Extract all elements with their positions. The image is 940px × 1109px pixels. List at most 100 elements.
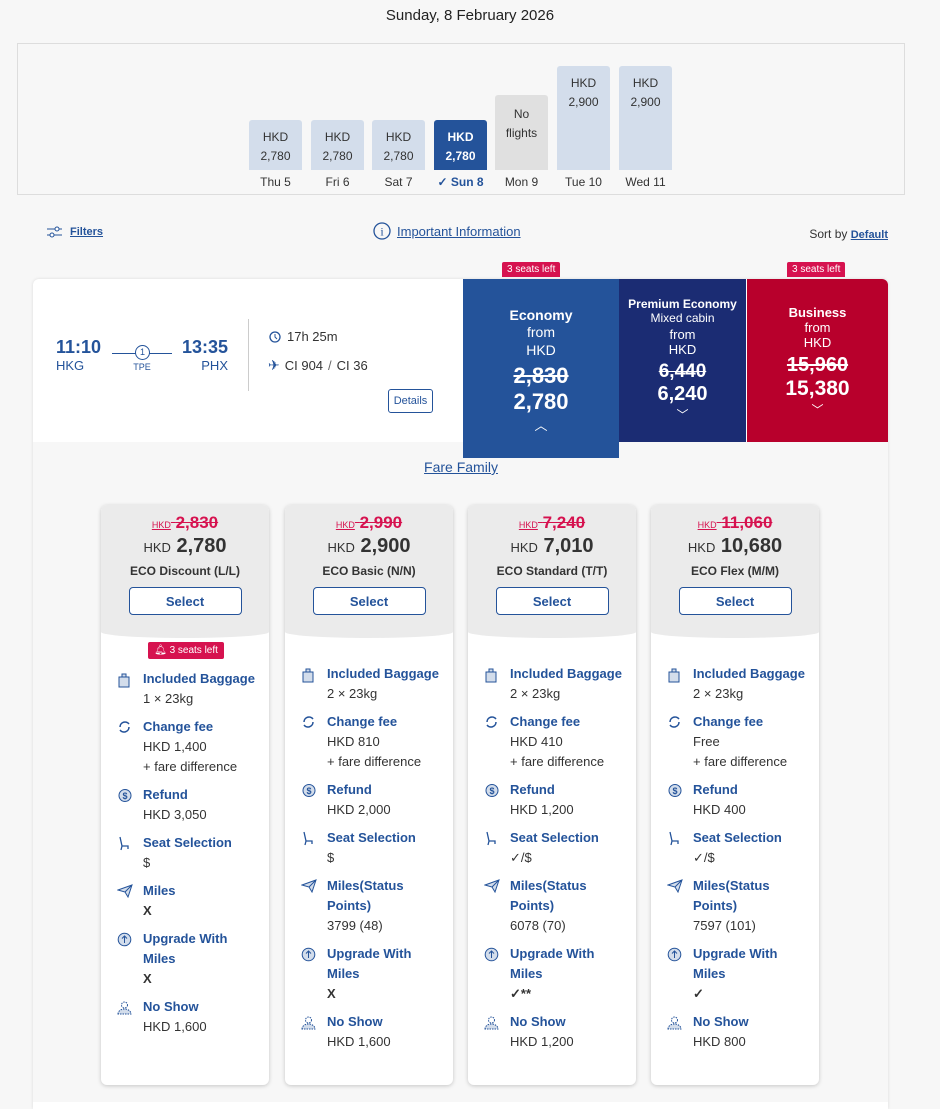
calendar-currency: HKD xyxy=(447,130,474,144)
calendar-day-label[interactable]: Sat 7 xyxy=(372,175,425,189)
departure-time: 11:10 xyxy=(56,337,102,357)
fare-row-title: Change fee xyxy=(327,714,398,729)
arrival-time: 13:35 xyxy=(181,337,228,357)
fare-row-title: Upgrade With Miles xyxy=(327,946,412,981)
seats-left-badge: 🔔︎ 3 seats left xyxy=(148,642,224,659)
fare-row-value: 2 × 23kg xyxy=(693,686,744,701)
filters-button[interactable]: Filters xyxy=(47,226,103,238)
cabin-currency: HKD xyxy=(668,342,697,357)
fare-old-price: HKD 2,990 xyxy=(335,513,403,532)
fare-row: Change fee HKD 810 + fare difference xyxy=(301,712,439,772)
cabin-economy[interactable]: Economy from HKD 2,830 2,780 ︿ xyxy=(463,279,619,458)
calendar-day-0[interactable]: HKD 2,780 xyxy=(249,120,302,170)
fare-row-title: Seat Selection xyxy=(143,835,232,850)
fare-old-price: HKD 7,240 xyxy=(518,513,586,532)
fare-price: HKD 10,680 xyxy=(687,535,783,557)
calendar-day-2[interactable]: HKD 2,780 xyxy=(372,120,425,170)
calendar-day-label[interactable]: Tue 10 xyxy=(557,175,610,189)
fare-header: HKD 2,830 HKD 2,780 ECO Discount (L/L) Sele… xyxy=(101,505,269,638)
sort-value[interactable]: Default xyxy=(850,229,888,241)
fare-row-title: Seat Selection xyxy=(327,830,416,845)
important-info[interactable]: i Important Information xyxy=(373,222,521,240)
fare-row-value: ✓ xyxy=(693,986,704,1001)
cabin-name: Premium Economy xyxy=(628,297,737,311)
cabin-business[interactable]: Business from HKD 15,960 15,380 ﹀ xyxy=(747,279,888,442)
fare-row-title: Miles(Status Points) xyxy=(327,878,404,913)
cabin-premium-economy[interactable]: Premium Economy Mixed cabin from HKD 6,4… xyxy=(619,279,746,442)
select-button[interactable]: Select xyxy=(495,587,609,615)
change-fee-icon xyxy=(667,712,693,772)
calendar-day-6[interactable]: HKD 2,900 xyxy=(619,66,672,170)
fare-row-title: Upgrade With Miles xyxy=(510,946,595,981)
stops-count: 1 xyxy=(135,345,150,360)
seat-icon xyxy=(484,828,510,868)
fare-row-value: HKD 3,050 xyxy=(143,807,207,822)
calendar-day-label[interactable]: Wed 11 xyxy=(619,175,672,189)
sort-control[interactable]: Sort by Default xyxy=(809,227,888,241)
refund-icon: $ xyxy=(667,780,693,820)
svg-text:$: $ xyxy=(672,786,677,796)
seat-icon xyxy=(301,828,327,868)
calendar-price: 2,780 xyxy=(322,149,353,163)
calendar-day-label[interactable]: ✓ Sun 8 xyxy=(434,175,487,189)
departure-code: HKG xyxy=(56,358,85,373)
fare-old-price: HKD 2,830 xyxy=(151,513,219,532)
fare-row-title: No Show xyxy=(693,1014,749,1029)
seat-icon xyxy=(117,833,143,873)
fare-row: No Show HKD 1,600 xyxy=(117,997,255,1037)
route-line: 1 TPE xyxy=(112,345,172,372)
fare-price: HKD 2,900 xyxy=(327,535,411,557)
calendar-currency: HKD xyxy=(262,130,289,144)
flight-number-2: CI 36 xyxy=(336,358,368,373)
fare-row: Miles(Status Points) 6078 (70) xyxy=(483,876,622,936)
fare-row: Change fee Free + fare difference xyxy=(667,712,805,772)
fare-row-title: Miles(Status Points) xyxy=(693,878,770,913)
calendar-day-3[interactable]: HKD 2,780 xyxy=(434,120,487,170)
arrival: 13:35 PHX xyxy=(180,337,228,373)
details-button[interactable]: Details xyxy=(388,389,433,413)
fare-card: HKD 2,990 HKD 2,900 ECO Basic (N/N) Select I… xyxy=(285,505,453,1085)
fare-family-title[interactable]: Fare Family xyxy=(424,459,498,475)
calendar-day-5[interactable]: HKD 2,900 xyxy=(557,66,610,170)
select-button[interactable]: Select xyxy=(678,587,792,615)
fare-row-value: HKD 2,000 xyxy=(327,802,391,817)
filters-link[interactable]: Filters xyxy=(70,226,104,238)
fare-card: HKD 2,830 HKD 2,780 ECO Discount (L/L) Sele… xyxy=(101,505,269,1085)
refund-icon: $ xyxy=(484,780,510,820)
fare-row-value: 3799 (48) xyxy=(327,918,383,933)
calendar-day-label[interactable]: Mon 9 xyxy=(495,175,548,189)
cabin-currency: HKD xyxy=(526,342,556,358)
fare-row: No Show HKD 800 xyxy=(667,1012,805,1052)
info-icon: i xyxy=(373,222,391,240)
fare-row: Included Baggage 2 × 23kg xyxy=(667,664,805,704)
calendar-day-label[interactable]: Thu 5 xyxy=(249,175,302,189)
important-info-link[interactable]: Important Information xyxy=(397,223,521,239)
duration-text: 17h 25m xyxy=(287,329,338,344)
calendar-currency: HKD xyxy=(570,76,597,90)
select-button[interactable]: Select xyxy=(128,587,242,615)
svg-text:i: i xyxy=(380,225,384,239)
bell-icon: 🔔︎ xyxy=(154,645,170,656)
sort-label: Sort by xyxy=(809,227,848,241)
fare-row-value: 7597 (101) xyxy=(693,918,756,933)
select-button[interactable]: Select xyxy=(312,587,426,615)
cabin-currency: HKD xyxy=(803,335,832,350)
fare-row: Seat Selection $ xyxy=(117,833,255,873)
seat-icon xyxy=(667,828,693,868)
fare-row-value: HKD 1,600 xyxy=(327,1034,391,1049)
calendar-day-4[interactable]: No flights xyxy=(495,95,548,170)
calendar-day-1[interactable]: HKD 2,780 xyxy=(311,120,364,170)
fare-row-title: Included Baggage xyxy=(143,671,255,686)
fare-row-title: Refund xyxy=(327,782,372,797)
fare-row-title: Seat Selection xyxy=(693,830,782,845)
fare-row-title: Included Baggage xyxy=(693,666,805,681)
fare-row: Upgrade With Miles X xyxy=(301,944,439,1004)
fare-row: Miles(Status Points) 7597 (101) xyxy=(666,876,805,936)
miles-icon xyxy=(116,881,143,921)
fare-row: $ Refund HKD 400 xyxy=(667,780,805,820)
calendar-day-label[interactable]: Fri 6 xyxy=(311,175,364,189)
svg-text:$: $ xyxy=(489,786,494,796)
fare-row-title: Change fee xyxy=(143,719,214,734)
fare-row-value: $ xyxy=(143,855,151,870)
fare-row-value: HKD 410 + fare difference xyxy=(510,734,605,769)
